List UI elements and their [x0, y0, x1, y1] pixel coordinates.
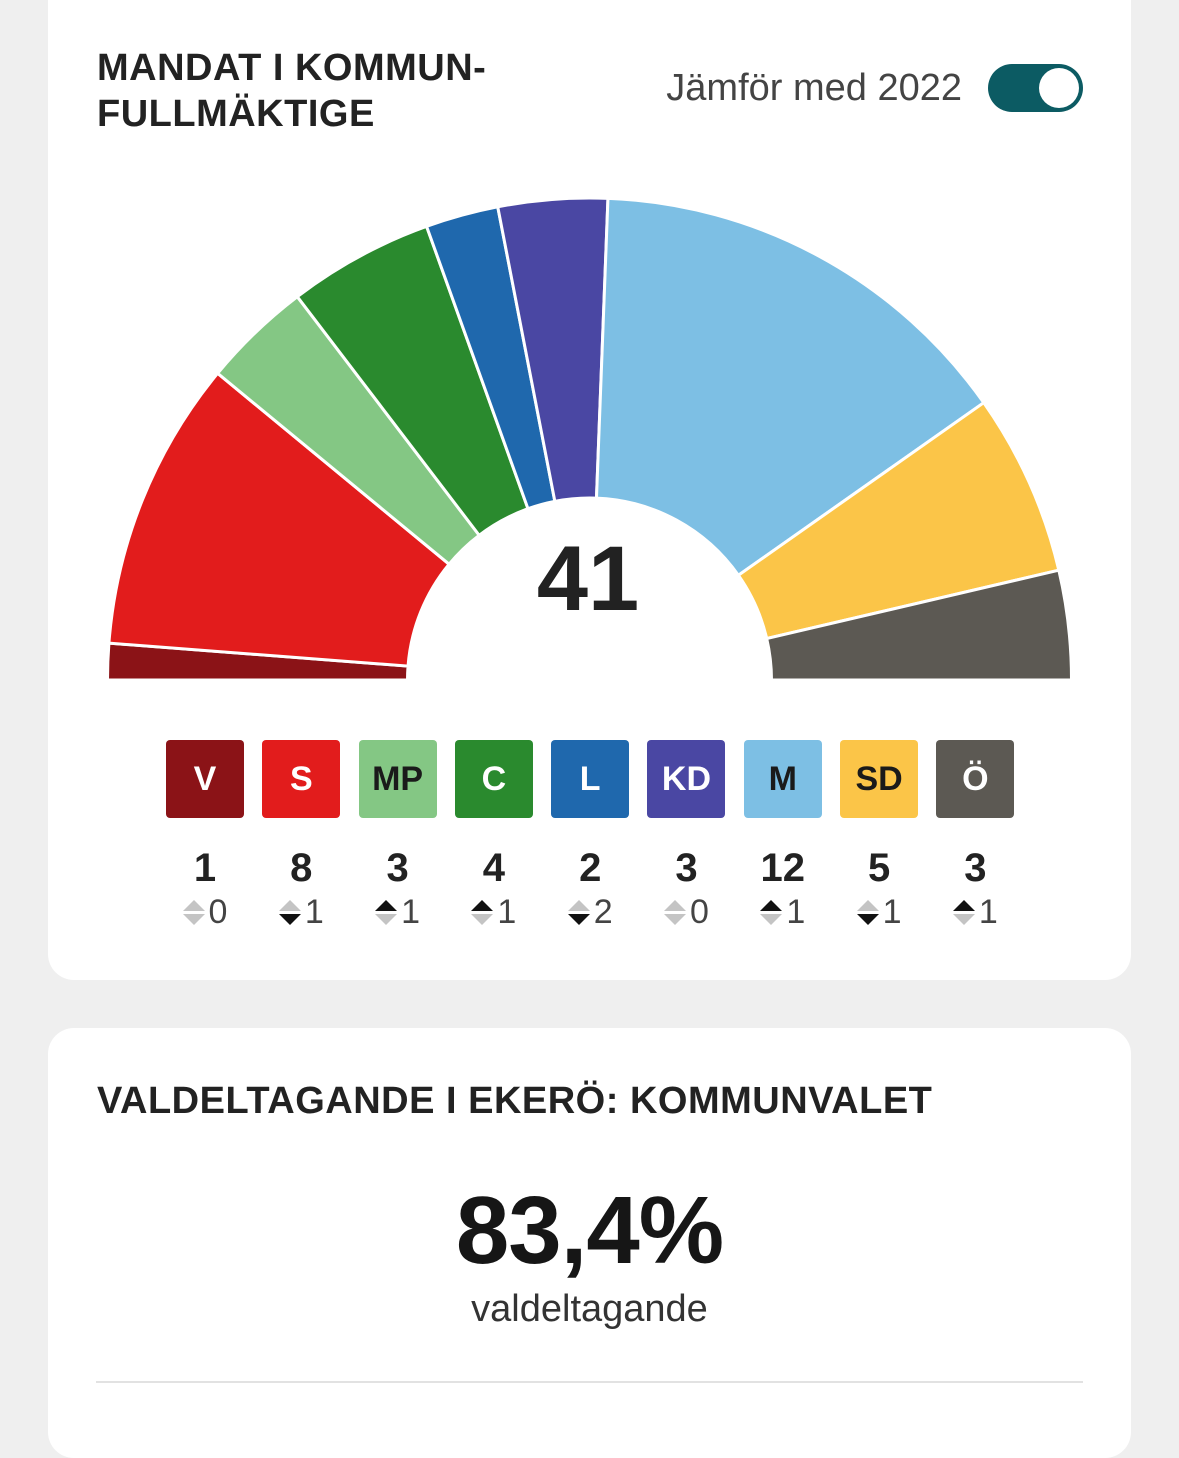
party-change-value: 1 [882, 893, 902, 931]
divider [96, 1381, 1083, 1383]
party-change: 1 [278, 893, 324, 931]
compare-control: Jämför med 2022 [666, 64, 1083, 112]
party-seats: 8 [290, 846, 313, 890]
party-badge: V [166, 740, 244, 818]
party-change: 1 [952, 893, 998, 931]
party-6: M 12 1 [743, 740, 822, 930]
party-change: 1 [856, 893, 902, 931]
change-arrows-icon [664, 899, 687, 925]
seat-segment-6 [594, 196, 986, 578]
toggle-knob [1039, 68, 1079, 108]
party-change: 0 [664, 894, 709, 930]
party-2: MP 3 1 [358, 740, 437, 930]
party-seats: 1 [193, 846, 217, 890]
party-change: 2 [567, 893, 613, 931]
change-arrows-icon [856, 899, 879, 925]
party-change: 0 [182, 893, 228, 931]
party-change-value: 1 [401, 893, 421, 931]
party-change-value: 0 [690, 893, 709, 931]
parliament-chart: 41 [105, 196, 1074, 682]
party-5: KD 3 0 [647, 740, 726, 930]
party-change: 1 [471, 894, 516, 930]
party-change-value: 2 [593, 893, 613, 931]
party-seats: 5 [867, 846, 891, 890]
change-arrows-icon [567, 899, 590, 925]
change-arrows-icon [182, 899, 205, 925]
party-change-value: 0 [208, 893, 228, 931]
turnout-label: valdeltagande [471, 1288, 708, 1330]
seats-card: MANDAT I KOMMUN-FULLMÄKTIGE Jämför med 2… [48, 0, 1131, 980]
party-seats: 3 [675, 846, 698, 890]
party-badge: MP [358, 740, 437, 818]
turnout-title: VALDELTAGANDE I EKERÖ: KOMMUNVALET [97, 1080, 933, 1122]
change-arrows-icon [760, 899, 783, 925]
party-change: 1 [375, 894, 420, 930]
turnout-value: 83,4% [455, 1177, 724, 1284]
party-badge: S [262, 740, 341, 818]
seat-segment-8 [764, 568, 1074, 682]
party-badge: L [551, 740, 630, 818]
change-arrows-icon [471, 899, 494, 925]
party-seats: 12 [760, 846, 806, 890]
party-change-value: 1 [304, 893, 324, 931]
party-seats: 2 [579, 846, 602, 890]
party-7: SD 5 1 [840, 740, 919, 931]
party-legend: V 1 0 S 8 1 MP 3 1 C 4 1 L 2 2 KD 3 0 M 12 1 SD 5 1 Ö 3 1 [166, 740, 1015, 931]
party-badge: Ö [936, 740, 1015, 818]
party-change-value: 1 [978, 893, 998, 931]
party-seats: 4 [482, 846, 506, 890]
party-badge: KD [647, 740, 726, 818]
change-arrows-icon [278, 899, 301, 925]
party-badge: M [743, 740, 822, 818]
party-badge: C [454, 740, 533, 818]
party-change-value: 1 [497, 893, 517, 931]
turnout-card: VALDELTAGANDE I EKERÖ: KOMMUNVALET 83,4%… [48, 1028, 1131, 1458]
total-seats-label: 41 [537, 528, 639, 630]
party-seats: 3 [964, 846, 987, 890]
party-seats: 3 [386, 846, 409, 890]
change-arrows-icon [952, 899, 975, 925]
compare-label: Jämför med 2022 [666, 66, 962, 109]
party-change-value: 1 [786, 893, 806, 931]
party-change: 1 [760, 894, 805, 930]
change-arrows-icon [375, 899, 398, 925]
seat-segment-1 [107, 371, 452, 668]
seats-title: MANDAT I KOMMUN-FULLMÄKTIGE [97, 47, 487, 135]
compare-toggle[interactable] [988, 64, 1083, 112]
party-badge: SD [840, 740, 919, 818]
